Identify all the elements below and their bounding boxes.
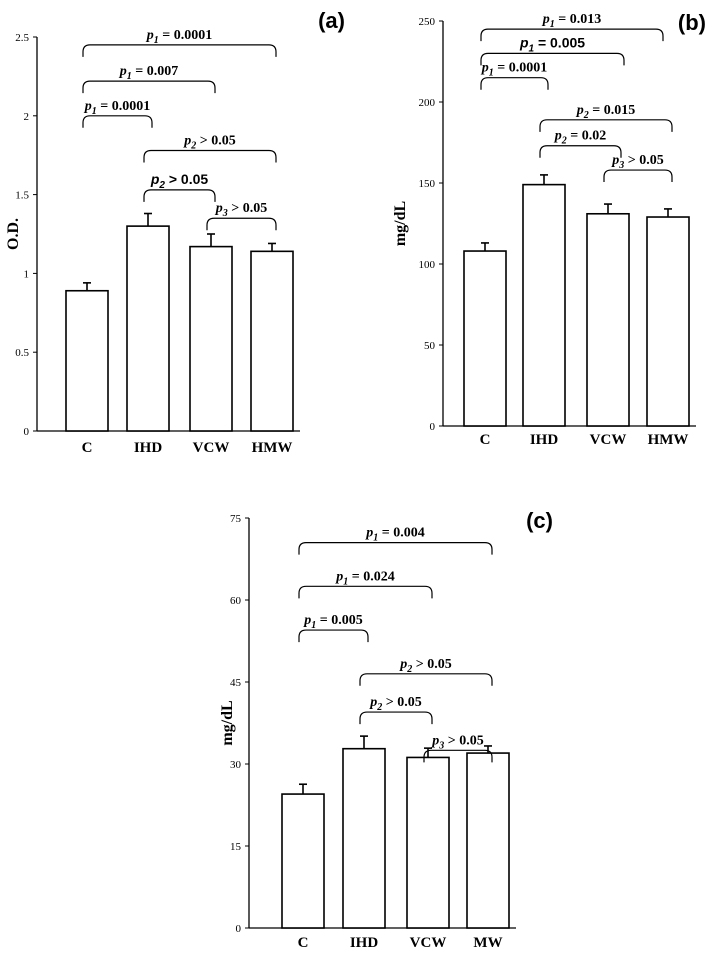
p-value-label: p1 = 0.0001 <box>146 28 212 46</box>
p-value-label: p1 = 0.004 <box>365 526 424 544</box>
significance-bracket <box>82 115 153 128</box>
p-value-label: p2 > 0.05 <box>183 133 235 151</box>
significance-bracket <box>359 711 433 725</box>
significance-bracket <box>480 77 549 90</box>
bar-mw <box>466 752 510 929</box>
y-tick-label: 2 <box>24 111 30 123</box>
significance-bracket <box>603 169 673 183</box>
bar-ihd <box>522 183 566 427</box>
y-tick-label: 100 <box>419 259 436 271</box>
y-tick-label: 2.5 <box>15 32 29 44</box>
y-tick-label: 75 <box>230 513 242 525</box>
y-tick-label: 0 <box>236 923 242 935</box>
y-tick-label: 0 <box>24 426 30 438</box>
y-axis-label: mg/dL <box>392 201 409 246</box>
category-label: IHD <box>134 440 163 456</box>
significance-bracket <box>298 629 369 643</box>
significance-bracket <box>359 673 493 686</box>
bar-hmw <box>646 216 690 427</box>
p-value-label: p2 > 0.05 <box>150 171 209 191</box>
y-axis-label: mg/dL <box>219 700 236 745</box>
chart-panel-b: 0 50 100 150 200 250 mg/dL (b) C IHD VCW HMW p1 = 0.… <box>392 10 706 448</box>
y-tick-label: 45 <box>230 677 242 689</box>
significance-bracket <box>82 80 216 94</box>
significance-bracket <box>298 542 493 555</box>
y-tick-label: 200 <box>419 97 436 109</box>
category-label: VCW <box>410 935 447 951</box>
bar-c <box>281 793 325 929</box>
chart-panel-a: 0 0.5 1 1.5 2 2.5 O.D. (a) C IHD VCW HMW p1 = 0.0001… <box>5 8 345 456</box>
significance-bracket <box>423 749 493 763</box>
category-label: C <box>298 935 309 951</box>
y-tick-label: 0 <box>430 421 436 433</box>
significance-bracket <box>143 149 277 163</box>
significance-bracket <box>298 585 433 599</box>
bar-c <box>463 250 507 427</box>
y-tick-label: 60 <box>230 595 242 607</box>
p-value-label: p1 = 0.005 <box>519 34 585 54</box>
y-tick-label: 15 <box>230 841 242 853</box>
p-value-label: p1 = 0.0001 <box>84 99 150 117</box>
panel-label: (a) <box>318 8 345 33</box>
category-label: IHD <box>530 432 559 448</box>
significance-bracket <box>143 189 216 202</box>
p-value-label: p1 = 0.005 <box>303 613 362 631</box>
panel-label: (c) <box>526 508 553 533</box>
category-label: IHD <box>350 935 379 951</box>
category-label: MW <box>473 935 502 951</box>
significance-bracket <box>480 28 664 42</box>
y-tick-label: 1.5 <box>15 190 29 202</box>
bar-hmw <box>250 250 294 432</box>
p-value-label: p3 > 0.05 <box>431 733 483 751</box>
p-value-label: p2 = 0.015 <box>576 103 635 121</box>
p-value-label: p2 > 0.05 <box>399 657 451 675</box>
category-label: VCW <box>193 440 230 456</box>
bar-vcw <box>189 245 233 432</box>
significance-bracket <box>206 217 277 231</box>
p-value-label: p3 > 0.05 <box>215 201 267 219</box>
bar-c <box>65 289 109 432</box>
p-value-label: p2 > 0.05 <box>369 695 421 713</box>
significance-bracket <box>82 44 277 57</box>
bar-vcw <box>586 212 630 427</box>
p-value-label: p3 > 0.05 <box>611 153 663 171</box>
bar-vcw <box>406 756 450 929</box>
y-tick-label: 150 <box>419 178 436 190</box>
category-label: VCW <box>590 432 627 448</box>
significance-bracket <box>539 145 622 158</box>
category-label: C <box>480 432 491 448</box>
p-value-label: p1 = 0.007 <box>119 64 178 82</box>
y-tick-label: 250 <box>419 16 436 28</box>
category-label: HMW <box>648 432 689 448</box>
panel-label: (b) <box>678 10 706 35</box>
p-value-label: p1 = 0.024 <box>335 569 394 587</box>
p-value-label: p1 = 0.0001 <box>481 61 547 79</box>
y-tick-label: 30 <box>230 759 242 771</box>
bar-ihd <box>126 225 170 432</box>
chart-panel-c: 0 15 30 45 60 75 mg/dL (c) C IHD VCW MW p1 = 0.004 p1… <box>219 508 553 951</box>
p-value-label: p2 = 0.02 <box>554 129 606 147</box>
y-tick-label: 1 <box>24 268 30 280</box>
significance-bracket <box>539 119 673 132</box>
category-label: C <box>82 440 93 456</box>
y-tick-label: 50 <box>424 340 436 352</box>
y-tick-label: 0.5 <box>15 347 29 359</box>
y-axis-label: O.D. <box>5 218 22 250</box>
p-value-label: p1 = 0.013 <box>542 12 601 30</box>
category-label: HMW <box>252 440 293 456</box>
significance-bracket <box>480 52 625 66</box>
bar-ihd <box>342 747 386 929</box>
